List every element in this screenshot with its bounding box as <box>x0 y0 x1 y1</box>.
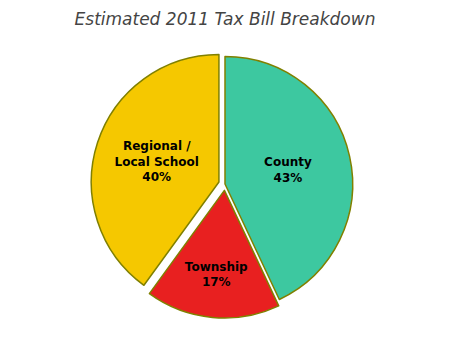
svg-text:County43%: County43% <box>264 155 312 185</box>
svg-text:Township17%: Township17% <box>185 260 248 290</box>
svg-text:Regional /Local School40%: Regional /Local School40% <box>115 139 199 184</box>
svg-text:Estimated 2011 Tax Bill Breakd: Estimated 2011 Tax Bill Breakdown <box>75 9 376 29</box>
